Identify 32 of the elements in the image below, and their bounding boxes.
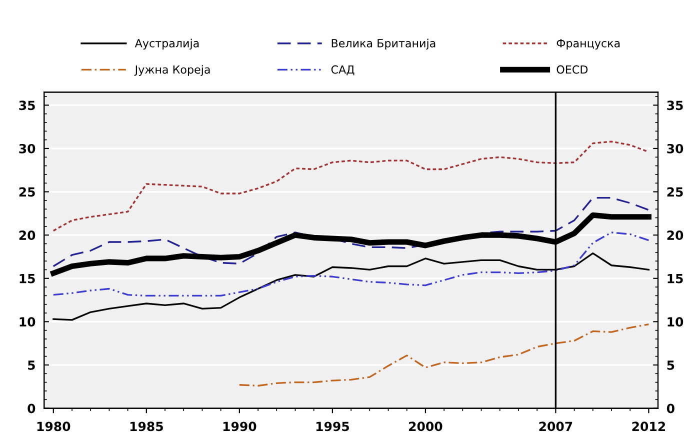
y2-tick-label: 30	[667, 144, 684, 154]
x-tick-label: 1995	[316, 422, 349, 432]
y-tick-label: 20	[19, 230, 36, 240]
x-tick-label: 1980	[37, 422, 70, 432]
y-tick-label: 10	[20, 317, 36, 327]
legend-label: Аустралија	[134, 38, 199, 50]
y-tick-label: 35	[19, 100, 35, 110]
line-series	[52, 232, 650, 297]
y2-tick-label: 35	[667, 100, 683, 110]
legend-label: Јужна Кореја	[134, 65, 210, 76]
y-tick-label: 25	[19, 187, 35, 197]
legend-label: OECD	[556, 65, 588, 74]
line-series	[52, 140, 650, 232]
legend-label: Велика Британија	[332, 38, 436, 50]
y2-tick-label: 20	[667, 230, 684, 240]
y2-tick-label: 25	[667, 187, 683, 197]
y2-tick-label: 15	[668, 274, 683, 284]
x-tick-label: 1990	[223, 422, 256, 432]
y2-tick-label: 0	[666, 404, 674, 414]
line-series	[238, 323, 650, 387]
x-tick-label: 2012	[632, 422, 666, 432]
x-tick-label: 2007	[539, 422, 572, 432]
legend-label: САД	[331, 65, 354, 76]
y-tick-label: 15	[20, 274, 35, 284]
legend-label: Француска	[556, 39, 620, 50]
y2-tick-label: 10	[668, 317, 684, 327]
y-tick-label: 30	[19, 144, 36, 154]
x-tick-label: 1985	[130, 422, 163, 432]
y-tick-label: 0	[28, 404, 36, 414]
y-tick-label: 5	[28, 360, 35, 370]
x-tick-label: 2000	[409, 422, 442, 432]
y2-tick-label: 5	[667, 360, 674, 370]
